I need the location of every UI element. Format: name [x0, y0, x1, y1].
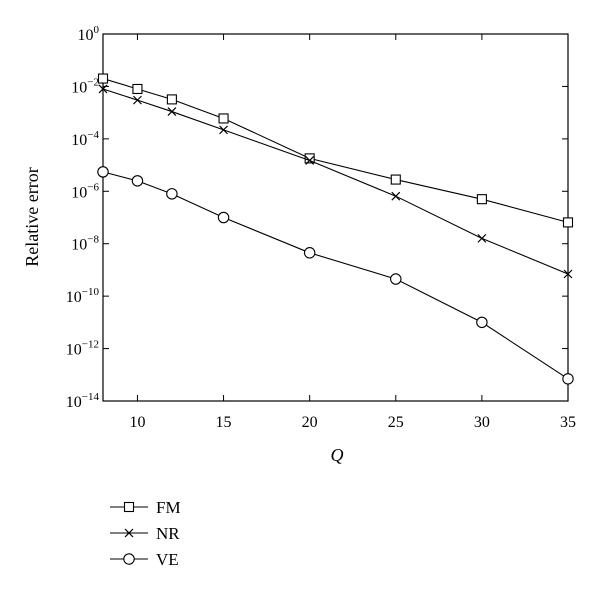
axis-ticks: 10 15 20 25 30 35 100 10−2 10−4 10−6 10−8 10−10 10−1…: [66, 24, 576, 431]
x-tick-label: 10: [129, 414, 145, 431]
x-tick-label: 35: [560, 414, 576, 431]
x-tick-label: 25: [388, 414, 404, 431]
series-line-ve: [102, 171, 569, 380]
data-point-ve: [303, 247, 316, 259]
data-point-ve: [562, 373, 574, 385]
x-axis-label: Q: [331, 445, 344, 465]
x-tick-label: 15: [216, 414, 232, 431]
data-point-ve: [476, 316, 488, 329]
data-point-ve: [390, 273, 402, 285]
data-point-nr: [305, 156, 315, 165]
legend-marker-x: [124, 528, 134, 538]
plot-frame: [102, 33, 569, 402]
x-tick-label: 20: [302, 414, 318, 431]
legend-label: FM: [156, 498, 181, 517]
series-line-nr: [102, 88, 569, 275]
series-line-fm: [102, 78, 569, 223]
data-point-nr: [219, 125, 228, 135]
data-point-ve: [97, 166, 109, 178]
data-point-ve: [217, 211, 230, 224]
data-point-nr: [133, 95, 142, 105]
data-point-fm: [97, 73, 109, 84]
legend-label: NR: [156, 524, 180, 543]
series-nr: [98, 84, 573, 279]
y-tick-label: 10−6: [71, 181, 99, 201]
data-point-ve: [166, 188, 178, 200]
y-axis-label: Relative error: [22, 167, 42, 266]
y-tick-label: 10−14: [66, 391, 100, 411]
y-tick-label: 10−2: [71, 76, 99, 96]
data-point-fm: [476, 194, 487, 205]
series-layer: [97, 73, 574, 385]
y-tick-label: 10−8: [71, 234, 99, 254]
data-point-fm: [166, 94, 177, 105]
series-fm: [97, 73, 574, 228]
x-tick-label: 30: [474, 414, 490, 431]
data-point-fm: [132, 83, 143, 95]
legend-item-ve: VE: [110, 550, 179, 569]
data-point-fm: [218, 113, 229, 124]
y-tick-label: 10−4: [71, 129, 99, 149]
legend: FM NR VE: [110, 498, 181, 569]
data-point-fm: [390, 174, 401, 185]
y-tick-label: 10−12: [66, 339, 99, 359]
y-tick-label: 10−10: [66, 286, 100, 306]
data-point-ve: [131, 175, 144, 187]
data-point-nr: [391, 191, 401, 201]
series-ve: [97, 166, 574, 385]
data-point-nr: [98, 84, 108, 94]
legend-item-nr: NR: [110, 524, 180, 543]
legend-marker-circle: [123, 553, 135, 565]
legend-label: VE: [156, 550, 179, 569]
data-point-nr: [477, 233, 487, 243]
y-tick-label: 100: [78, 24, 100, 44]
data-point-fm: [562, 217, 574, 228]
data-point-nr: [167, 107, 177, 116]
data-point-nr: [563, 269, 573, 279]
legend-marker-square: [123, 501, 135, 513]
legend-item-fm: FM: [110, 498, 181, 517]
